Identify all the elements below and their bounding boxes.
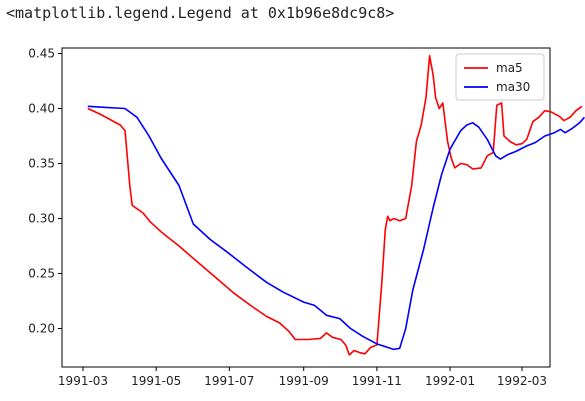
x-axis: 1991-03 1991-05 1991-07 1991-09 1991-11 1992-… — [58, 367, 547, 388]
y-tick-label: 0.45 — [28, 47, 55, 61]
y-tick-label: 0.25 — [28, 267, 55, 281]
x-tick-label: 1992-03 — [497, 374, 547, 388]
x-tick-label: 1991-03 — [58, 374, 108, 388]
legend: ma5 ma30 — [455, 53, 545, 101]
plot-area — [87, 54, 585, 356]
y-tick-label: 0.35 — [28, 157, 55, 171]
x-tick-label: 1991-09 — [279, 374, 329, 388]
y-axis: 0.20 0.25 0.30 0.35 0.40 0.45 — [28, 47, 62, 336]
legend-box — [455, 53, 545, 101]
cell-output-text: <matplotlib.legend.Legend at 0x1b96e8dc9… — [6, 4, 395, 22]
x-tick-label: 1991-11 — [352, 374, 402, 388]
x-tick-label: 1991-07 — [204, 374, 254, 388]
y-tick-label: 0.20 — [28, 322, 55, 336]
legend-label-ma5: ma5 — [496, 61, 523, 75]
series-line-ma30 — [87, 105, 585, 351]
legend-label-ma30: ma30 — [496, 80, 530, 94]
series-line-ma5 — [87, 54, 583, 356]
x-tick-label: 1991-05 — [131, 374, 181, 388]
axes-border — [61, 47, 551, 368]
axes-frame — [61, 47, 551, 368]
x-tick-label: 1992-01 — [425, 374, 475, 388]
y-tick-label: 0.40 — [28, 102, 55, 116]
y-tick-label: 0.30 — [28, 212, 55, 226]
